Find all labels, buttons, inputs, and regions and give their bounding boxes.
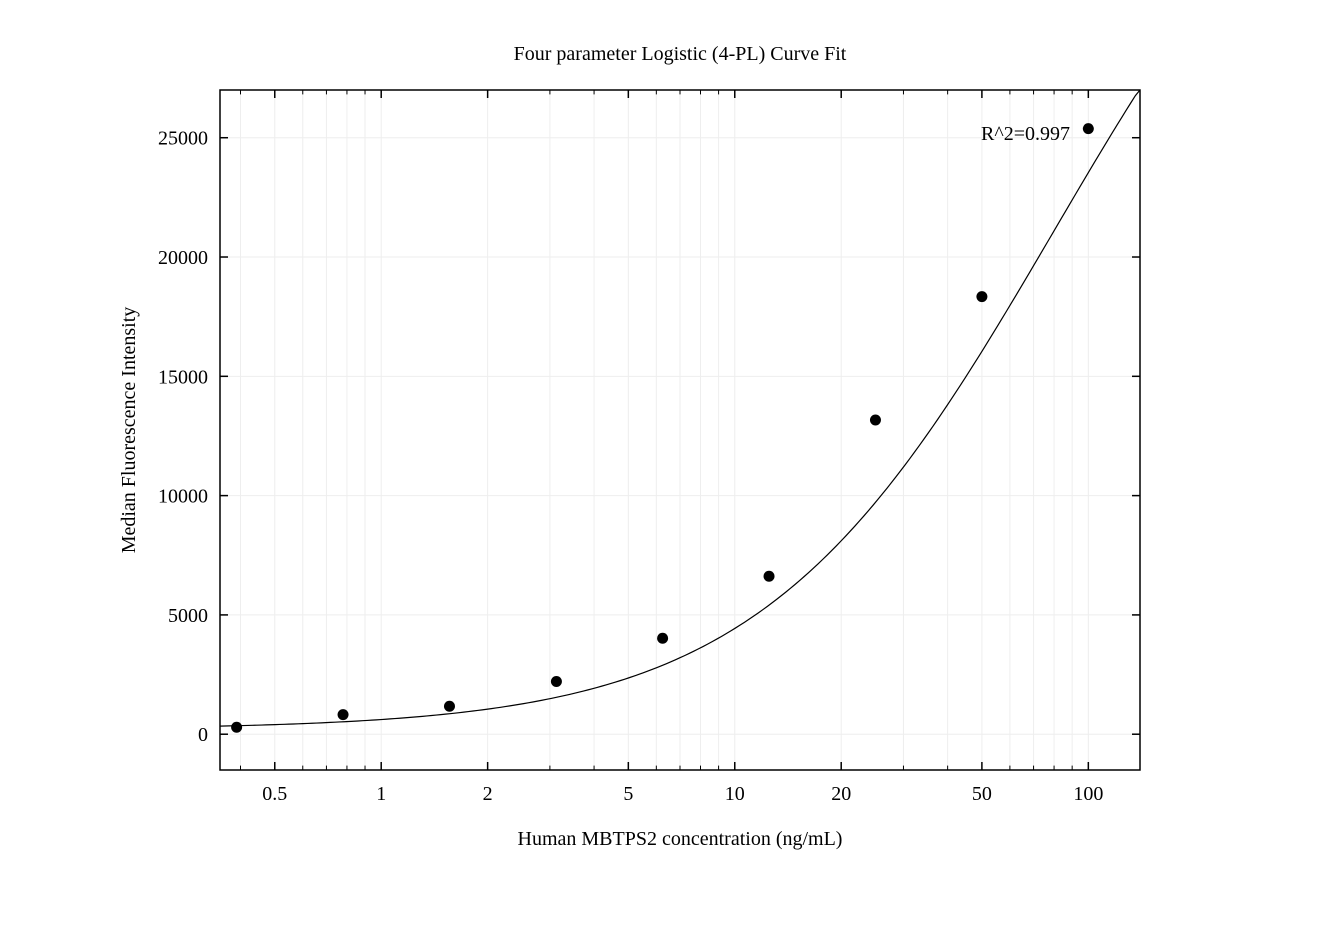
r-squared-annotation: R^2=0.997	[981, 123, 1070, 145]
data-point	[1083, 123, 1094, 134]
x-tick-label: 10	[725, 783, 745, 805]
y-tick-label: 0	[198, 724, 208, 746]
chart-container: 0.5 1 2 5 10 20 50 100 0 5000 10000 15000 20000 25000…	[0, 0, 1336, 930]
data-point	[870, 414, 881, 425]
x-tick-label: 2	[483, 783, 493, 805]
data-point	[551, 676, 562, 687]
data-point	[657, 633, 668, 644]
data-point	[444, 701, 455, 712]
y-tick-label: 15000	[158, 366, 208, 388]
data-point	[338, 709, 349, 720]
data-point	[764, 571, 775, 582]
x-tick-label: 5	[623, 783, 633, 805]
chart-title: Four parameter Logistic (4-PL) Curve Fit	[514, 43, 847, 65]
x-tick-label: 20	[831, 783, 851, 805]
y-axis-label: Median Fluorescence Intensity	[118, 307, 140, 554]
x-tick-label: 50	[972, 783, 992, 805]
y-tick-label: 5000	[168, 605, 208, 627]
y-tick-label: 10000	[158, 486, 208, 508]
y-tick-label: 25000	[158, 128, 208, 150]
chart-svg: 0.5 1 2 5 10 20 50 100 0 5000 10000 15000 20000 25000…	[0, 0, 1336, 930]
data-point	[231, 722, 242, 733]
x-tick-label: 1	[376, 783, 386, 805]
x-tick-label: 0.5	[262, 783, 287, 805]
data-point	[976, 291, 987, 302]
y-tick-label: 20000	[158, 247, 208, 269]
x-axis-label: Human MBTPS2 concentration (ng/mL)	[518, 828, 843, 850]
x-tick-label: 100	[1073, 783, 1103, 805]
